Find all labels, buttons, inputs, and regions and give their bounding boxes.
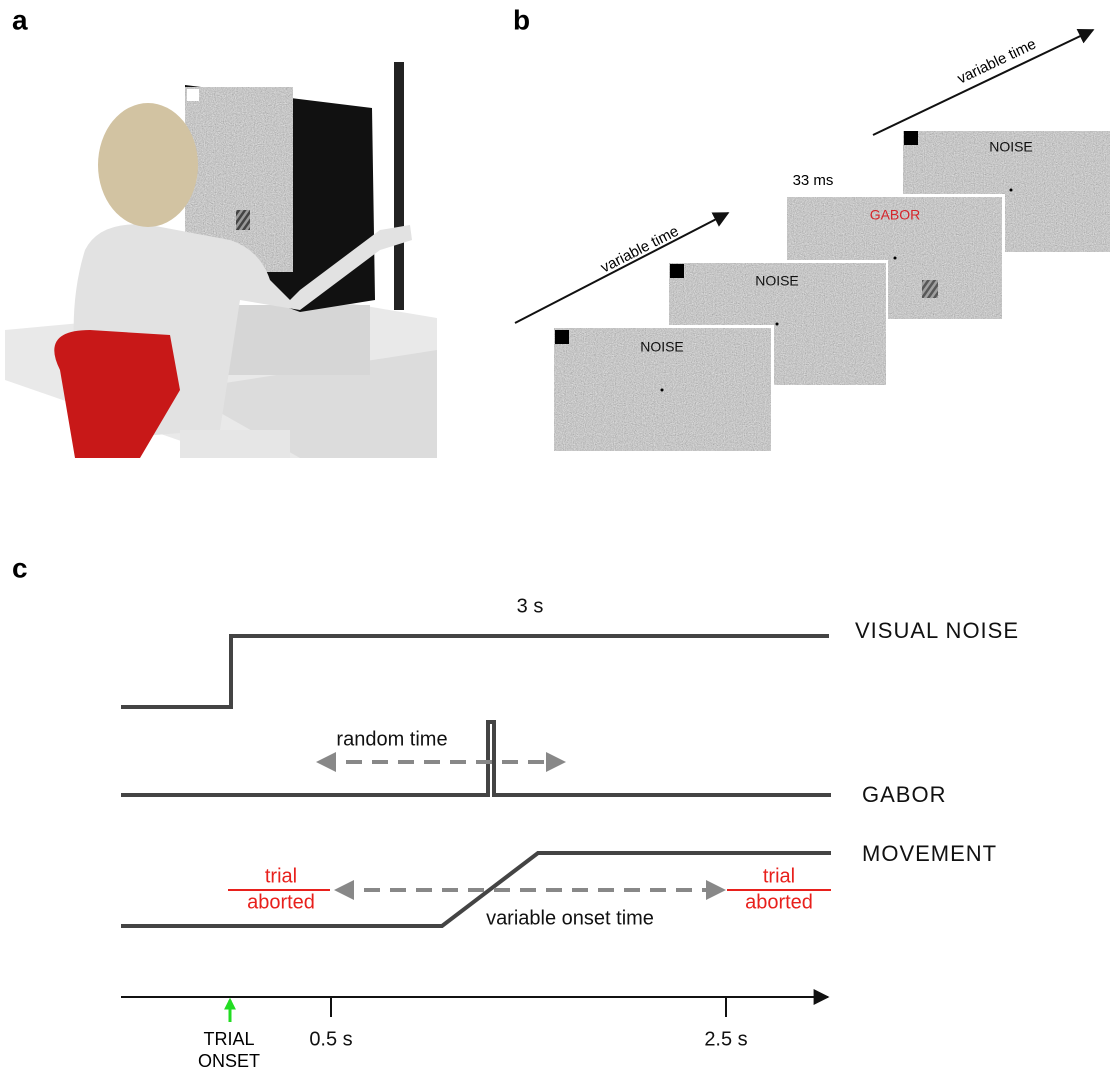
- abort-label: trial: [265, 865, 297, 887]
- panel-label: a: [12, 4, 28, 35]
- abort-label: trial: [763, 865, 795, 887]
- timing-label: 33 ms: [793, 172, 834, 189]
- interval-label: random time: [336, 728, 447, 750]
- tick-label: 2.5 s: [704, 1028, 747, 1050]
- row-label: VISUAL NOISE: [855, 618, 1019, 643]
- screen-label: NOISE: [989, 139, 1033, 155]
- tick-label: 0.5 s: [309, 1028, 352, 1050]
- noise-signal: [121, 634, 829, 709]
- gabor-signal: [121, 720, 831, 797]
- duration-label: 3 s: [517, 595, 544, 617]
- row-label: GABOR: [862, 782, 946, 807]
- abort-label: aborted: [745, 891, 813, 913]
- onset-label: TRIAL: [203, 1029, 254, 1049]
- panel-label: b: [513, 4, 530, 35]
- setup-illustration: [0, 40, 440, 460]
- row-label: MOVEMENT: [862, 841, 997, 866]
- abort-label: aborted: [247, 891, 315, 913]
- onset-label: ONSET: [198, 1051, 260, 1071]
- time-arrow: [514, 212, 730, 324]
- screen: NOISE: [551, 325, 774, 454]
- screen: GABOR: [784, 194, 1005, 322]
- panel-label: c: [12, 552, 28, 583]
- screen-label: GABOR: [870, 207, 921, 223]
- time-arrow: [872, 28, 1095, 136]
- screen-label: NOISE: [640, 339, 684, 355]
- screen-label: NOISE: [755, 273, 799, 289]
- interval-label: variable onset time: [486, 907, 654, 929]
